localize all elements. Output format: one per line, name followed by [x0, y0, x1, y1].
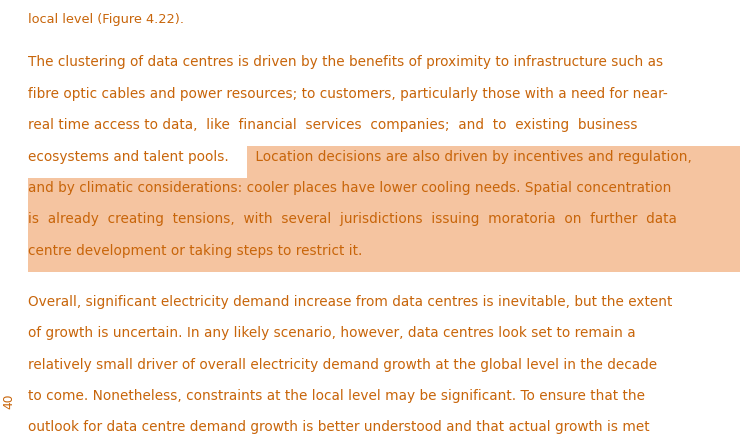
- Text: The clustering of data centres is driven by the benefits of proximity to infrast: The clustering of data centres is driven…: [28, 55, 664, 69]
- Text: ecosystems and talent pools.: ecosystems and talent pools.: [28, 150, 229, 164]
- Text: centre development or taking steps to restrict it.: centre development or taking steps to re…: [28, 244, 363, 258]
- Text: outlook for data centre demand growth is better understood and that actual growt: outlook for data centre demand growth is…: [28, 420, 650, 434]
- Text: to come. Nonetheless, constraints at the local level may be significant. To ensu: to come. Nonetheless, constraints at the…: [28, 389, 646, 403]
- Text: 40: 40: [2, 393, 16, 409]
- Text: Location decisions are also driven by incentives and regulation,: Location decisions are also driven by in…: [251, 150, 692, 164]
- Text: relatively small driver of overall electricity demand growth at the global level: relatively small driver of overall elect…: [28, 358, 658, 371]
- Bar: [28, 240, 740, 272]
- Text: fibre optic cables and power resources; to customers, particularly those with a : fibre optic cables and power resources; …: [28, 87, 668, 101]
- Bar: [28, 209, 740, 240]
- Text: real time access to data,  like  financial  services  companies;  and  to  exist: real time access to data, like financial…: [28, 118, 638, 132]
- Bar: [28, 177, 740, 209]
- Text: and by climatic considerations: cooler places have lower cooling needs. Spatial : and by climatic considerations: cooler p…: [28, 181, 672, 195]
- Text: of growth is uncertain. In any likely scenario, however, data centres look set t: of growth is uncertain. In any likely sc…: [28, 326, 636, 340]
- Text: Overall, significant electricity demand increase from data centres is inevitable: Overall, significant electricity demand …: [28, 295, 673, 309]
- Text: is  already  creating  tensions,  with  several  jurisdictions  issuing  morator: is already creating tensions, with sever…: [28, 212, 677, 226]
- Text: local level (Figure 4.22).: local level (Figure 4.22).: [28, 13, 184, 26]
- Bar: [247, 146, 740, 177]
